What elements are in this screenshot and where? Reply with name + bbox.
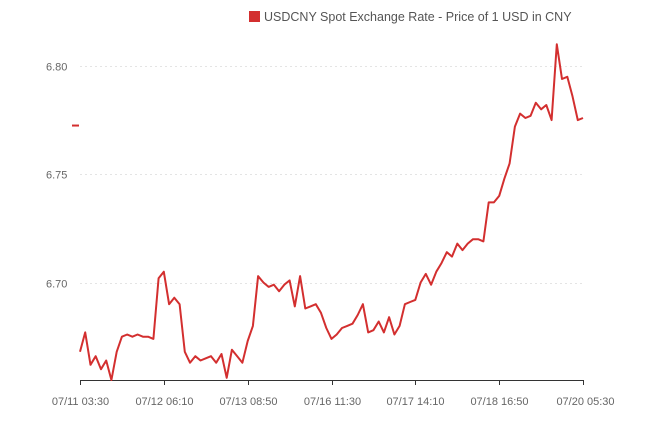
y-tick-label: 6.80 xyxy=(46,62,67,74)
grid-lines xyxy=(80,66,583,284)
x-axis: 07/11 03:30 07/12 06:10 07/13 08:50 07/16 1… xyxy=(52,380,615,408)
legend: USDCNY Spot Exchange Rate - Price of 1 U… xyxy=(249,10,572,24)
y-axis: 6.80 6.75 6.70 xyxy=(46,62,67,291)
x-tick-label: 07/13 08:50 xyxy=(219,396,277,408)
legend-swatch xyxy=(249,11,260,22)
x-tick-label: 07/11 03:30 xyxy=(52,396,109,408)
legend-label: USDCNY Spot Exchange Rate - Price of 1 U… xyxy=(264,10,572,24)
y-tick-label: 6.75 xyxy=(46,170,67,182)
x-tick-label: 07/20 05:30 xyxy=(556,396,614,408)
x-tick-label: 07/12 06:10 xyxy=(135,396,193,408)
y-tick-label: 6.70 xyxy=(46,279,67,291)
series-layer xyxy=(79,43,584,381)
series-line xyxy=(79,43,584,381)
x-tick-label: 07/18 16:50 xyxy=(470,396,528,408)
x-tick-label: 07/17 14:10 xyxy=(386,396,444,408)
x-tick-label: 07/16 11:30 xyxy=(304,396,361,408)
